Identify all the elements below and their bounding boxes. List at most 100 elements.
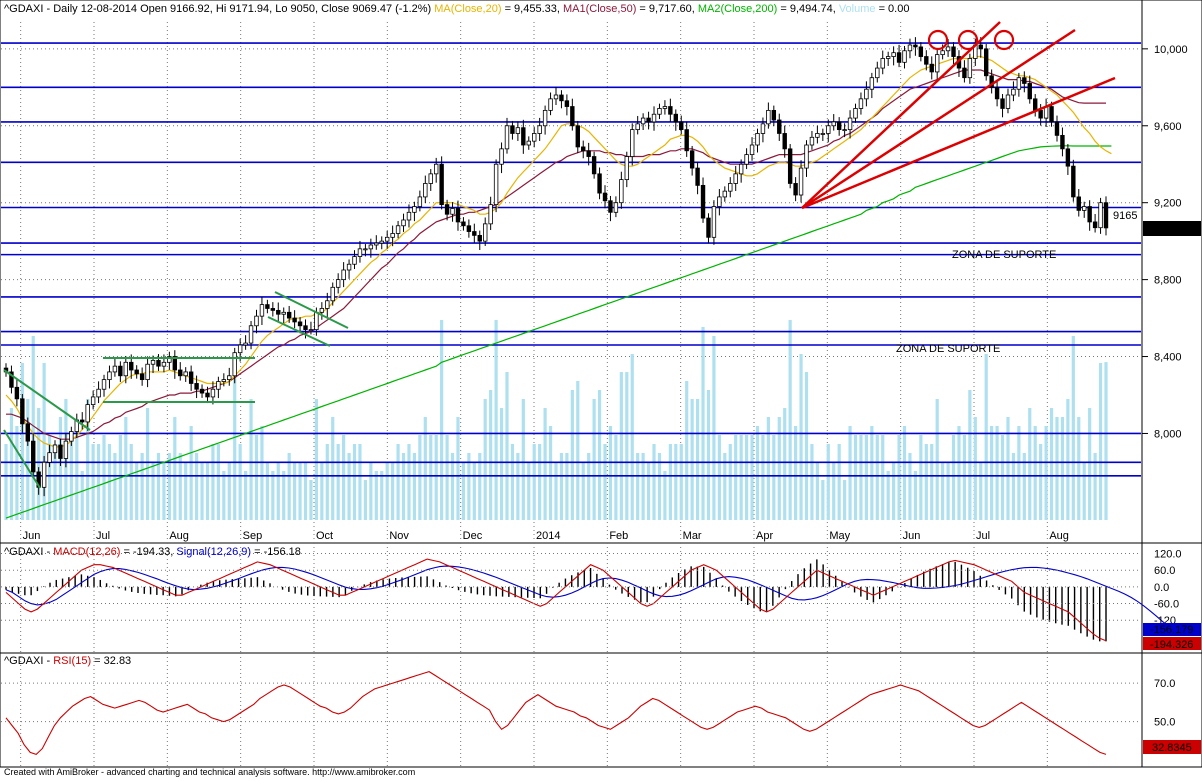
candle-body: [1033, 98, 1038, 111]
candle-body: [924, 56, 929, 65]
candle-body: [679, 121, 684, 131]
volume-bar: [957, 426, 961, 520]
candle-body: [1027, 83, 1032, 100]
price-axis-labels: 8,000 8,400 8,800 9,200 9,600 10,000: [1142, 44, 1188, 440]
candle-body: [352, 256, 357, 265]
volume-bar: [538, 444, 542, 520]
volume-bar: [902, 426, 907, 520]
last-price-tag: [1143, 221, 1201, 236]
volume-bar: [342, 435, 346, 520]
volume-bar: [31, 336, 35, 520]
x-axis-label: Jun: [23, 530, 41, 542]
candle-body: [619, 179, 624, 204]
volume-bar: [113, 453, 117, 520]
macd-signal-last-label: -156.179: [1150, 624, 1193, 636]
volume-bar: [870, 426, 874, 520]
candle-body: [335, 279, 341, 288]
candle-body: [717, 196, 722, 207]
candle-body: [450, 208, 455, 215]
volume-bar: [701, 327, 705, 520]
volume-bar: [156, 453, 161, 520]
volume-bar: [412, 453, 417, 520]
candle-body: [183, 371, 188, 377]
volume-bar: [717, 435, 721, 520]
candle-body: [248, 325, 254, 344]
header-volume-value: = 0.00: [879, 3, 910, 15]
volume-bar: [1098, 363, 1103, 520]
candle-body: [1005, 94, 1011, 109]
macd-signal-line: [5, 565, 1176, 631]
candle-body: [771, 109, 777, 121]
volume-bar: [1033, 426, 1037, 520]
green-channel-line-1: [3, 369, 91, 431]
ma200-line: [5, 145, 1112, 519]
candle-body: [319, 308, 325, 313]
volume-bar: [1028, 408, 1032, 520]
volume-bar: [973, 417, 977, 520]
volume-bar: [216, 444, 220, 520]
x-axis-label: May: [829, 530, 850, 542]
volume-bar: [597, 390, 602, 520]
volume-bar: [619, 372, 623, 520]
candle-body: [254, 315, 259, 327]
volume-bar: [358, 444, 362, 520]
volume-bar: [352, 444, 357, 520]
volume-bar: [587, 453, 591, 520]
volume-bar: [766, 417, 770, 520]
volume-bar: [200, 462, 204, 520]
macd-line: [5, 558, 1107, 642]
footer-credit: Created with AmiBroker - advanced charti…: [4, 767, 416, 777]
candle-body: [292, 317, 297, 323]
header-ma1-label: MA1(Close,50): [563, 3, 636, 15]
volume-bar: [20, 363, 24, 520]
volume-bar: [897, 435, 901, 520]
candle-body: [41, 461, 47, 488]
candle-body: [216, 381, 221, 390]
candle-body: [597, 173, 602, 194]
candle-body: [123, 361, 129, 377]
y-axis-label: 8,800: [1154, 275, 1182, 287]
volume-bar: [1006, 417, 1010, 520]
candle-body: [493, 163, 499, 206]
candle-body: [542, 109, 548, 127]
candle-body: [1076, 196, 1081, 211]
macd-axis-label: -60.0: [1154, 599, 1179, 611]
volume-bar: [630, 354, 634, 520]
volume-bar: [69, 435, 73, 520]
volume-bar: [565, 453, 569, 520]
volume-bar: [494, 320, 498, 520]
candle-body: [689, 150, 695, 169]
candle-body: [581, 146, 586, 152]
rsi-panel: [0, 652, 1143, 768]
candle-body: [858, 98, 864, 109]
x-axis-label: Nov: [389, 530, 409, 542]
candle-body: [537, 125, 542, 134]
volume-bar: [1022, 453, 1026, 520]
y-axis-label: 8,000: [1154, 428, 1182, 440]
candle-body: [695, 167, 700, 186]
candle-body: [885, 56, 891, 59]
candle-body: [286, 311, 292, 319]
volume-bar: [799, 354, 803, 520]
candle-body: [842, 129, 847, 132]
candle-body: [880, 58, 885, 69]
green-flag-line-top: [274, 291, 349, 329]
candle-body: [178, 369, 183, 377]
price-header: ^GDAXI - Daily 12-08-2014 Open 9166.92, …: [4, 3, 909, 15]
candle-body: [787, 148, 793, 184]
volume-bar: [42, 363, 46, 520]
candle-body: [586, 150, 591, 157]
rsi-axis-label: 70.0: [1154, 678, 1175, 690]
candle-body: [777, 119, 782, 134]
volume-bars: [4, 320, 1108, 520]
volume-bar: [723, 453, 727, 520]
x-axis-label: Aug: [1049, 530, 1069, 542]
candle-body: [1092, 221, 1098, 229]
candle-body: [363, 248, 368, 251]
header-period: Daily: [53, 3, 78, 15]
macd-signal-tag: [1143, 623, 1201, 636]
level-label-9165: 9165: [1113, 210, 1137, 222]
candle-body: [167, 356, 172, 363]
candle-body: [330, 286, 335, 302]
